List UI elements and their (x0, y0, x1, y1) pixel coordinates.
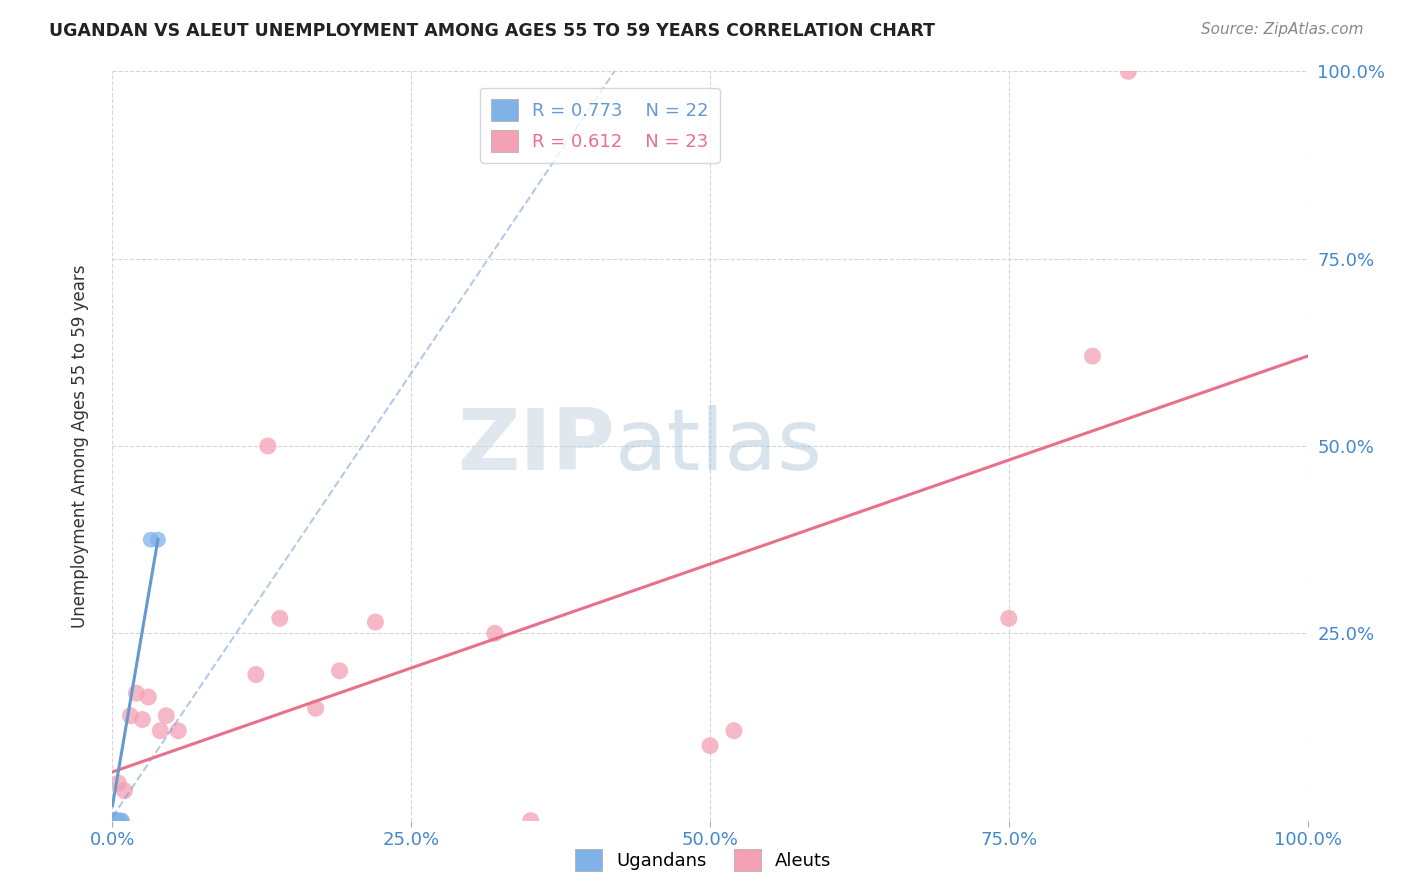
Point (998, 611, 1021, 625)
Point (269, 611, 291, 625)
Point (104, 814, 127, 828)
Point (105, 814, 128, 828)
Point (107, 814, 129, 828)
Point (138, 690, 160, 704)
Text: ZIP: ZIP (457, 404, 614, 488)
Point (107, 814, 129, 828)
Point (146, 533, 169, 547)
Point (104, 814, 127, 828)
Point (104, 814, 127, 828)
Point (105, 814, 128, 828)
Text: atlas: atlas (614, 404, 823, 488)
Point (149, 723, 172, 738)
Point (101, 814, 124, 828)
Text: Source: ZipAtlas.com: Source: ZipAtlas.com (1201, 22, 1364, 37)
Point (105, 814, 128, 828)
Point (257, 439, 280, 453)
Point (520, 814, 543, 828)
Point (110, 814, 132, 828)
Point (155, 708, 177, 723)
Point (103, 814, 125, 828)
Point (125, 686, 148, 700)
Point (104, 814, 127, 828)
Point (139, 533, 162, 547)
Point (101, 814, 124, 828)
Point (484, 626, 506, 640)
Legend: R = 0.773    N = 22, R = 0.612    N = 23: R = 0.773 N = 22, R = 0.612 N = 23 (479, 88, 720, 162)
Point (105, 814, 128, 828)
Y-axis label: Unemployment Among Ages 55 to 59 years: Unemployment Among Ages 55 to 59 years (70, 264, 89, 628)
Point (114, 783, 135, 797)
Point (108, 814, 131, 828)
Legend: Ugandans, Aleuts: Ugandans, Aleuts (568, 842, 838, 879)
Point (329, 664, 352, 678)
Point (111, 814, 134, 828)
Point (131, 713, 153, 727)
Point (1118, 64, 1140, 78)
Point (107, 776, 129, 790)
Point (364, 615, 387, 629)
Point (699, 739, 721, 753)
Point (167, 723, 190, 738)
Point (120, 708, 142, 723)
Point (101, 814, 124, 828)
Point (305, 701, 328, 715)
Point (105, 814, 128, 828)
Point (245, 667, 267, 681)
Point (105, 814, 128, 828)
Point (1081, 349, 1104, 363)
Text: UGANDAN VS ALEUT UNEMPLOYMENT AMONG AGES 55 TO 59 YEARS CORRELATION CHART: UGANDAN VS ALEUT UNEMPLOYMENT AMONG AGES… (49, 22, 935, 40)
Point (103, 814, 125, 828)
Point (723, 723, 745, 738)
Point (103, 814, 125, 828)
